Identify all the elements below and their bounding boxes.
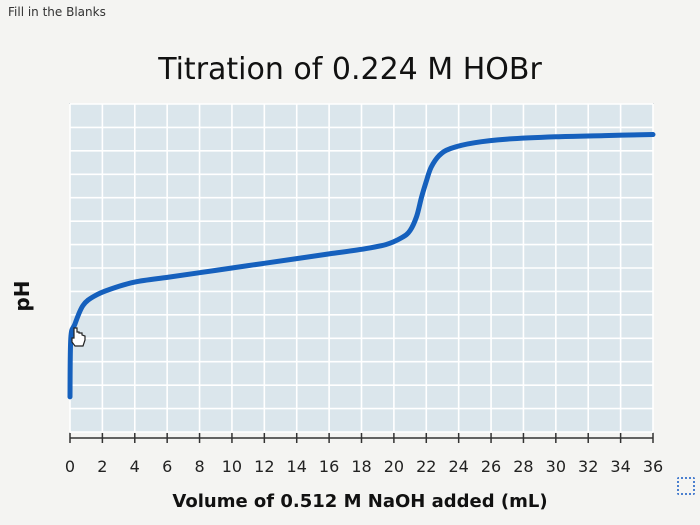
hand-pointer-icon [71, 327, 86, 347]
x-axis-label: Volume of 0.512 M NaOH added (mL) [172, 491, 548, 512]
x-axis: 0 2 4 6 8 10 12 14 16 18 20 22 24 26 28 30 32 34 36 [65, 433, 663, 476]
titration-curve [67, 132, 656, 400]
x-tick-label: 6 [162, 457, 172, 476]
x-tick-label: 26 [481, 457, 501, 476]
x-tick-label: 36 [643, 457, 663, 476]
x-tick-label: 16 [319, 457, 339, 476]
x-tick-label: 20 [384, 457, 404, 476]
x-tick-label: 34 [610, 457, 630, 476]
x-tick-label: 18 [351, 457, 371, 476]
chart-title: Titration of 0.224 M HOBr [158, 52, 542, 87]
grid-lines [69, 103, 654, 433]
section-header: Fill in the Blanks [8, 5, 106, 19]
x-tick-label: 32 [578, 457, 598, 476]
x-tick-label: 28 [513, 457, 533, 476]
x-tick-label: 10 [222, 457, 242, 476]
x-tick-label: 2 [97, 457, 107, 476]
x-tick-label: 30 [546, 457, 566, 476]
x-tick-label: 12 [254, 457, 274, 476]
x-tick-label: 24 [448, 457, 468, 476]
x-tick-label: 4 [130, 457, 140, 476]
x-tick-label: 22 [416, 457, 436, 476]
x-tick-label: 14 [287, 457, 307, 476]
x-tick-label: 0 [65, 457, 75, 476]
expand-icon[interactable] [677, 477, 695, 495]
x-tick-label: 8 [194, 457, 204, 476]
